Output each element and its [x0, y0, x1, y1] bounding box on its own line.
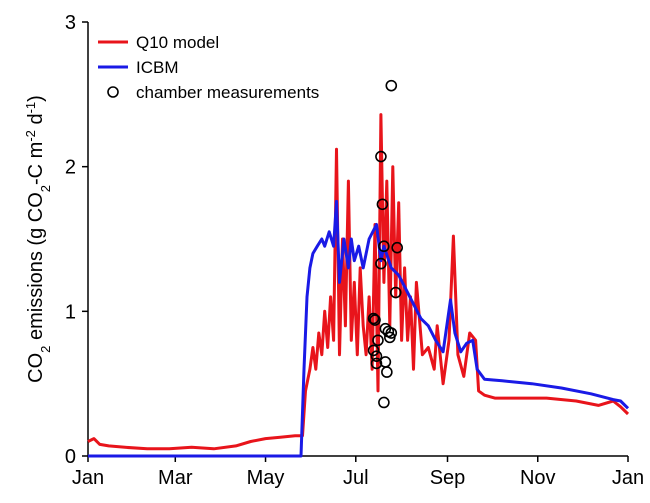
data-point [385, 79, 398, 92]
data-point [375, 150, 387, 163]
y-axis-label-part: -C m [25, 142, 47, 185]
x-tick-label: Mar [158, 467, 193, 489]
y-axis-label-part: 2 [38, 346, 53, 353]
data-point [381, 366, 393, 378]
y-axis-label-part: emissions (g CO [25, 192, 47, 345]
y-axis-label-part: CO [25, 353, 47, 383]
legend-label: Q10 model [136, 33, 219, 52]
data-point [378, 396, 390, 409]
y-axis-label-part: 2 [38, 185, 53, 192]
y-tick-label: 2 [65, 157, 76, 179]
data-point [372, 334, 384, 347]
legend-swatch [107, 86, 119, 98]
y-axis-label-part: -2 [23, 130, 38, 142]
x-tick-label: May [247, 467, 285, 489]
data-point [370, 350, 383, 362]
series-line [88, 199, 630, 458]
data-point [367, 344, 380, 357]
x-tick-label: Nov [520, 467, 556, 489]
x-tick-label: Sep [430, 467, 466, 489]
data-point [370, 357, 383, 370]
data-point [389, 286, 402, 299]
y-axis-label-part: ) [25, 95, 47, 102]
data-point [378, 240, 390, 253]
data-point [391, 241, 404, 254]
data-point [384, 331, 396, 344]
data-point [376, 198, 389, 211]
y-axis-label-part: d [25, 113, 47, 130]
y-tick-label: 3 [65, 12, 76, 34]
x-tick-label: Jan [72, 467, 104, 489]
x-tick-label: Jan [612, 467, 644, 489]
y-tick-label: 0 [65, 446, 76, 468]
y-axis-label-part: -1 [23, 102, 38, 114]
legend-label: chamber measurements [136, 83, 319, 102]
legend-label: ICBM [136, 58, 179, 77]
x-tick-label: Jul [343, 467, 369, 489]
data-point [367, 312, 380, 325]
data-point [369, 314, 381, 326]
data-point [375, 257, 387, 270]
y-tick-label: 1 [65, 301, 76, 323]
y-axis-label: CO2 emissions (g CO2-C m-2 d-1) [23, 95, 53, 383]
series-line [87, 113, 630, 451]
